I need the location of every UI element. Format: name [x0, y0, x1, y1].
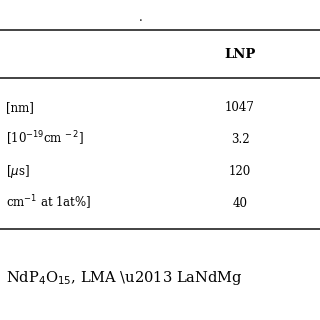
Text: 120: 120: [229, 165, 251, 178]
Text: [10$^{-19}$cm$^{\,-2}$]: [10$^{-19}$cm$^{\,-2}$]: [6, 130, 84, 148]
Text: .: .: [139, 11, 143, 24]
Text: 1047: 1047: [225, 101, 255, 114]
Text: NdP$_4$O$_{15}$, LMA \u2013 LaNdMg: NdP$_4$O$_{15}$, LMA \u2013 LaNdMg: [6, 269, 243, 287]
Text: cm$^{-1}$ at 1at%]: cm$^{-1}$ at 1at%]: [6, 194, 92, 212]
Text: [$\mu$s]: [$\mu$s]: [6, 163, 30, 180]
Text: [nm]: [nm]: [6, 101, 34, 114]
Text: 40: 40: [233, 197, 247, 210]
Text: LNP: LNP: [224, 48, 256, 61]
Text: 3.2: 3.2: [231, 133, 249, 146]
